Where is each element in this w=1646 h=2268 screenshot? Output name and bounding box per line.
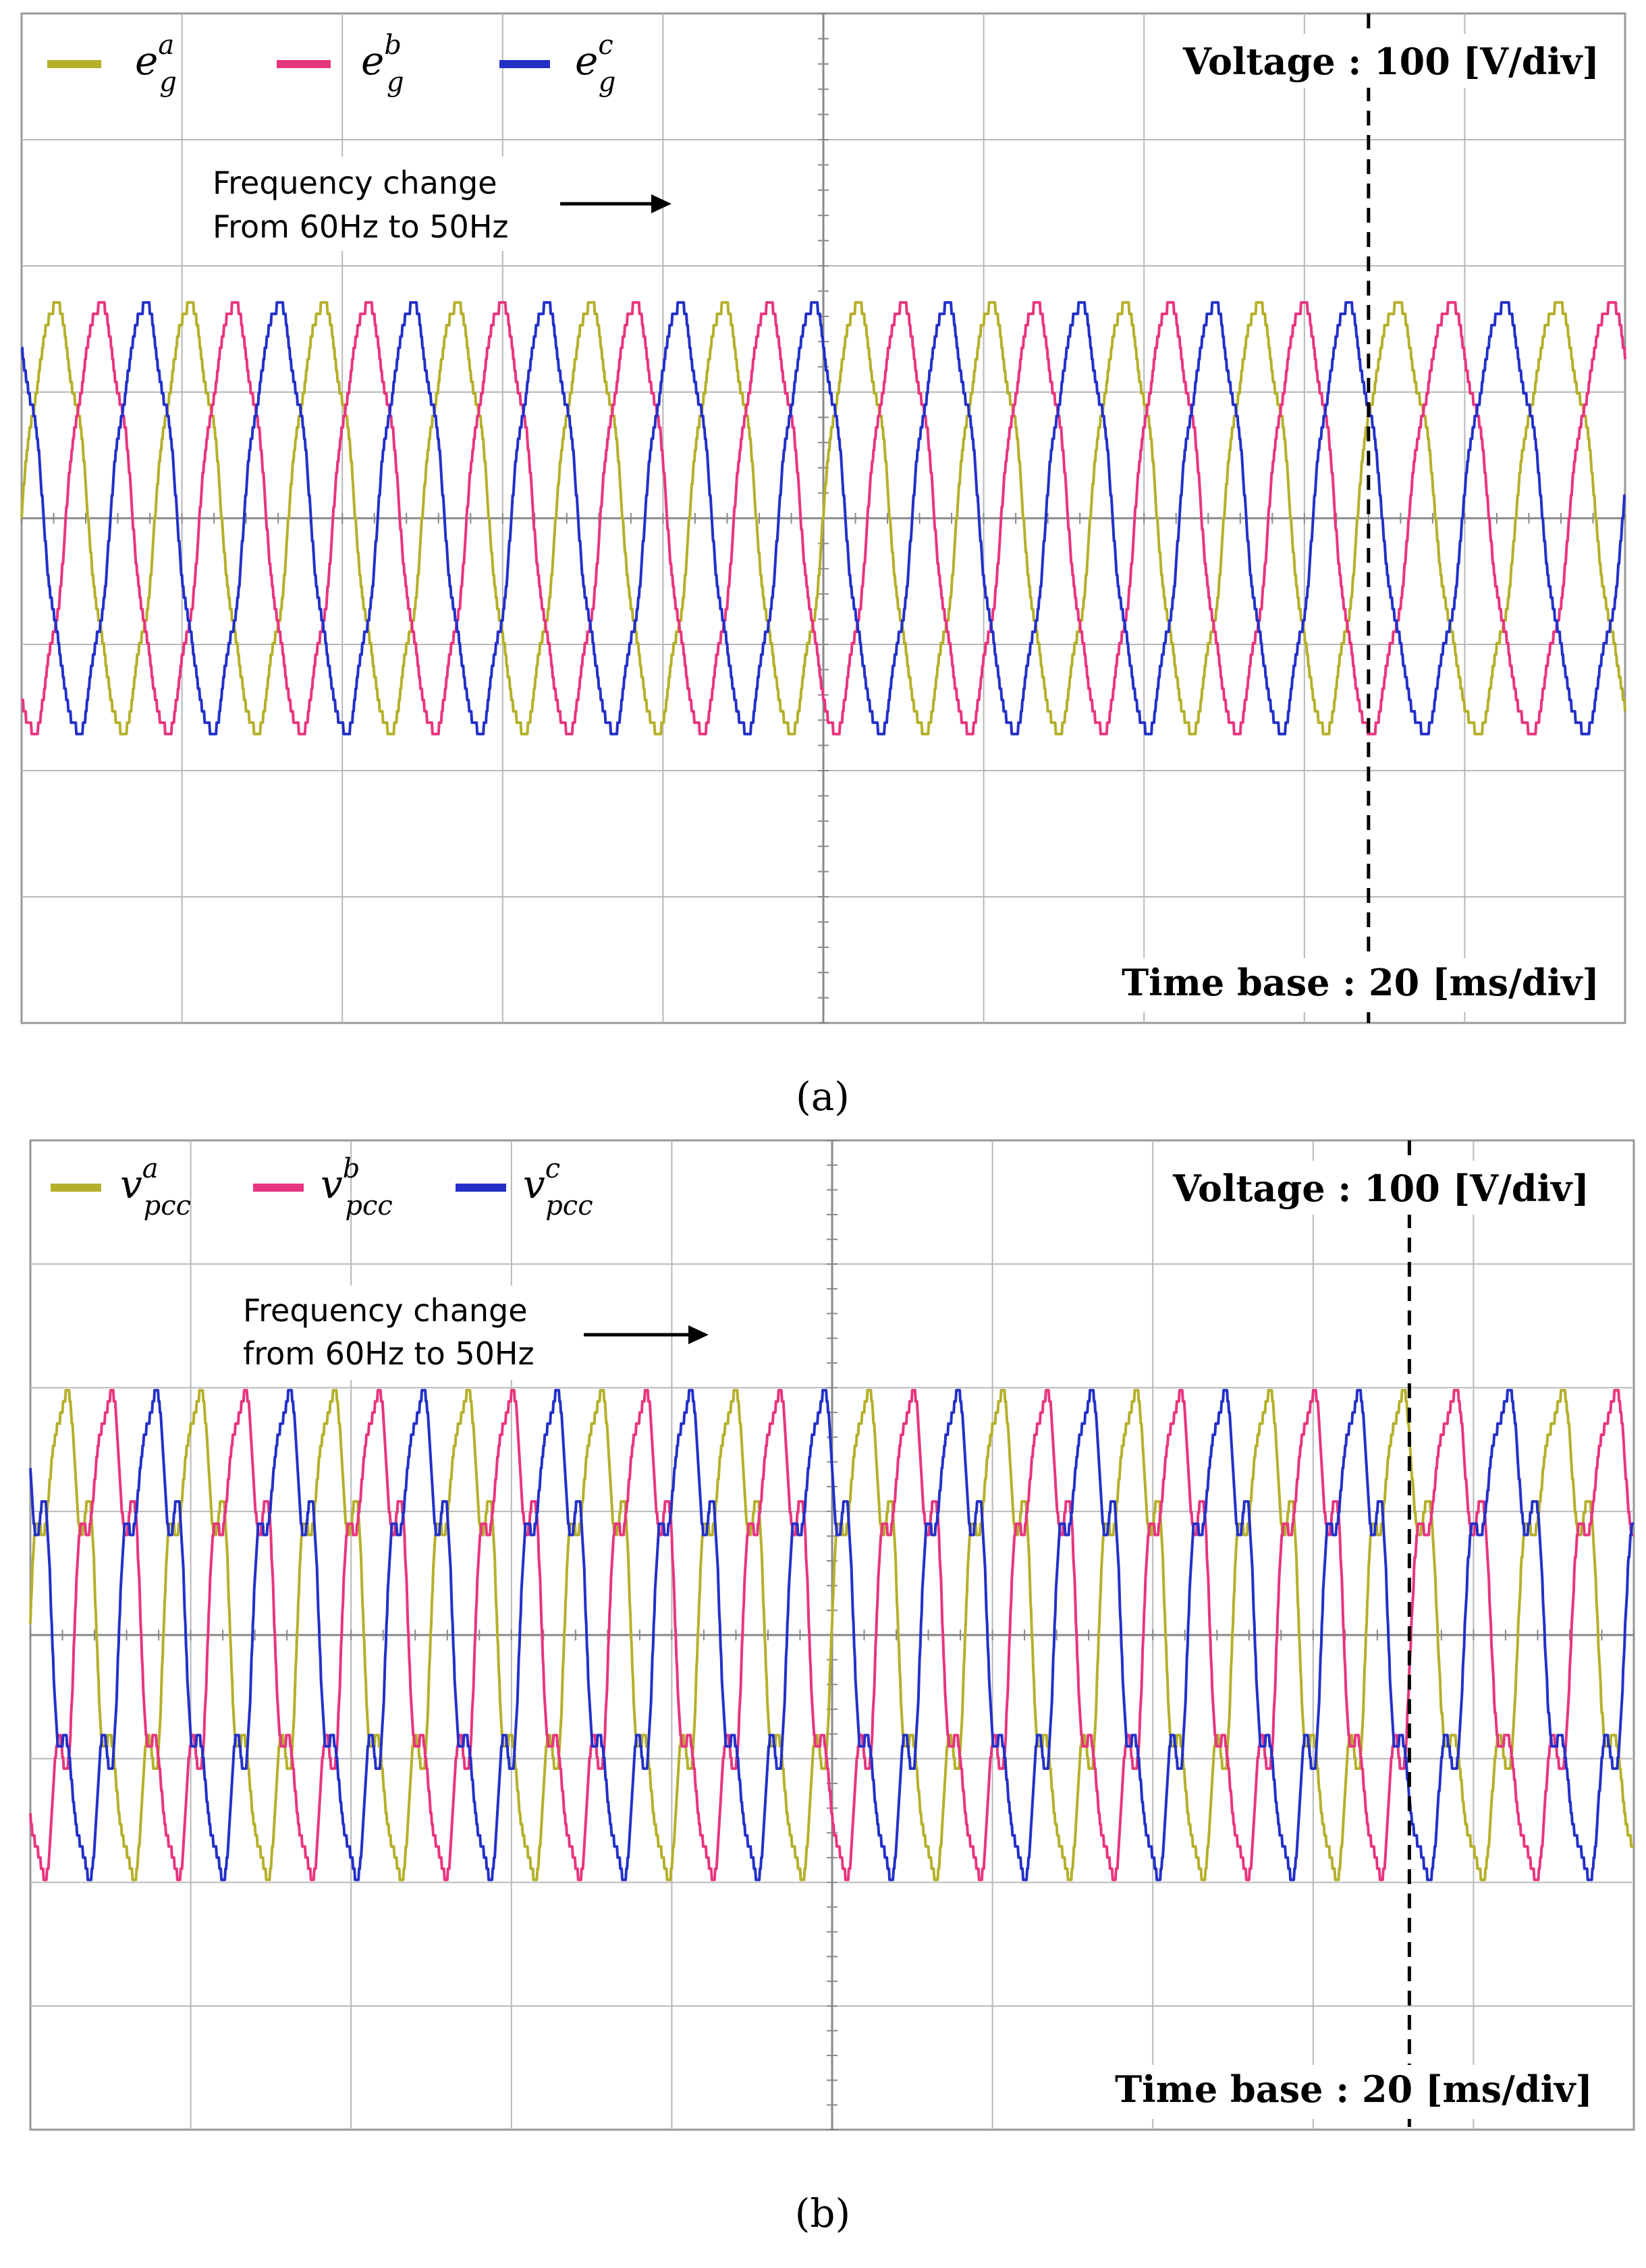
panel-a-caption: (a) [796,1074,850,1119]
panel-b-annotation-bg [233,1285,564,1380]
panel-a-annotation-line1: Frequency change [213,165,497,201]
panel-b-caption: (b) [795,2190,850,2236]
legend-label-phase-c: ec g [575,30,615,98]
panel-b: va pcc vb pcc vc pcc Voltage : 100 [V/div] … [29,1139,1635,2131]
series-line-e-g-b [21,301,1626,736]
panel-a-voltage-label-bg [1174,34,1606,88]
panel-b-traces [29,1389,1635,1881]
panel-b-annotation-line1: Frequency change [243,1292,528,1329]
panel-a: ea g eb g ec g Voltage : 100 [V/div] Time b… [20,12,1626,1024]
series-line-e-g-a [20,301,1626,736]
panel-b-voltage-label: Voltage : 100 [V/div] [1172,1167,1589,1210]
panel-b-annotation-line2: from 60Hz to 50Hz [243,1335,534,1372]
panel-a-annotation-line2: From 60Hz to 50Hz [213,209,509,245]
series-line-v-pcc-c [29,1389,1635,1881]
panel-a-timebase-label: Time base : 20 [ms/div] [1122,961,1599,1004]
series-line-v-pcc-b [29,1389,1635,1881]
legend-label-phase-b: eb g [361,30,404,98]
legend-label-phase-c: vc pcc [523,1153,593,1221]
panel-a-legend: ea g eb g ec g [47,30,615,98]
panel-a-traces [20,301,1626,736]
panel-b-timebase-label-bg [1107,2065,1599,2119]
panel-a-arrowhead [651,194,671,213]
panel-b-legend: va pcc vb pcc vc pcc [51,1153,593,1221]
series-line-v-pcc-a [29,1389,1635,1881]
panel-a-voltage-label: Voltage : 100 [V/div] [1182,40,1599,83]
legend-label-phase-a: ea g [135,30,177,98]
panel-b-arrowhead [688,1325,709,1344]
panel-b-timebase-label: Time base : 20 [ms/div] [1115,2068,1593,2111]
panel-a-annotation-bg [202,157,553,251]
legend-label-phase-b: vb pcc [321,1153,393,1221]
legend-label-phase-a: va pcc [120,1153,191,1221]
panel-b-voltage-label-bg [1161,1161,1599,1215]
series-line-e-g-c [21,301,1626,736]
panel-a-timebase-label-bg [1114,958,1606,1012]
